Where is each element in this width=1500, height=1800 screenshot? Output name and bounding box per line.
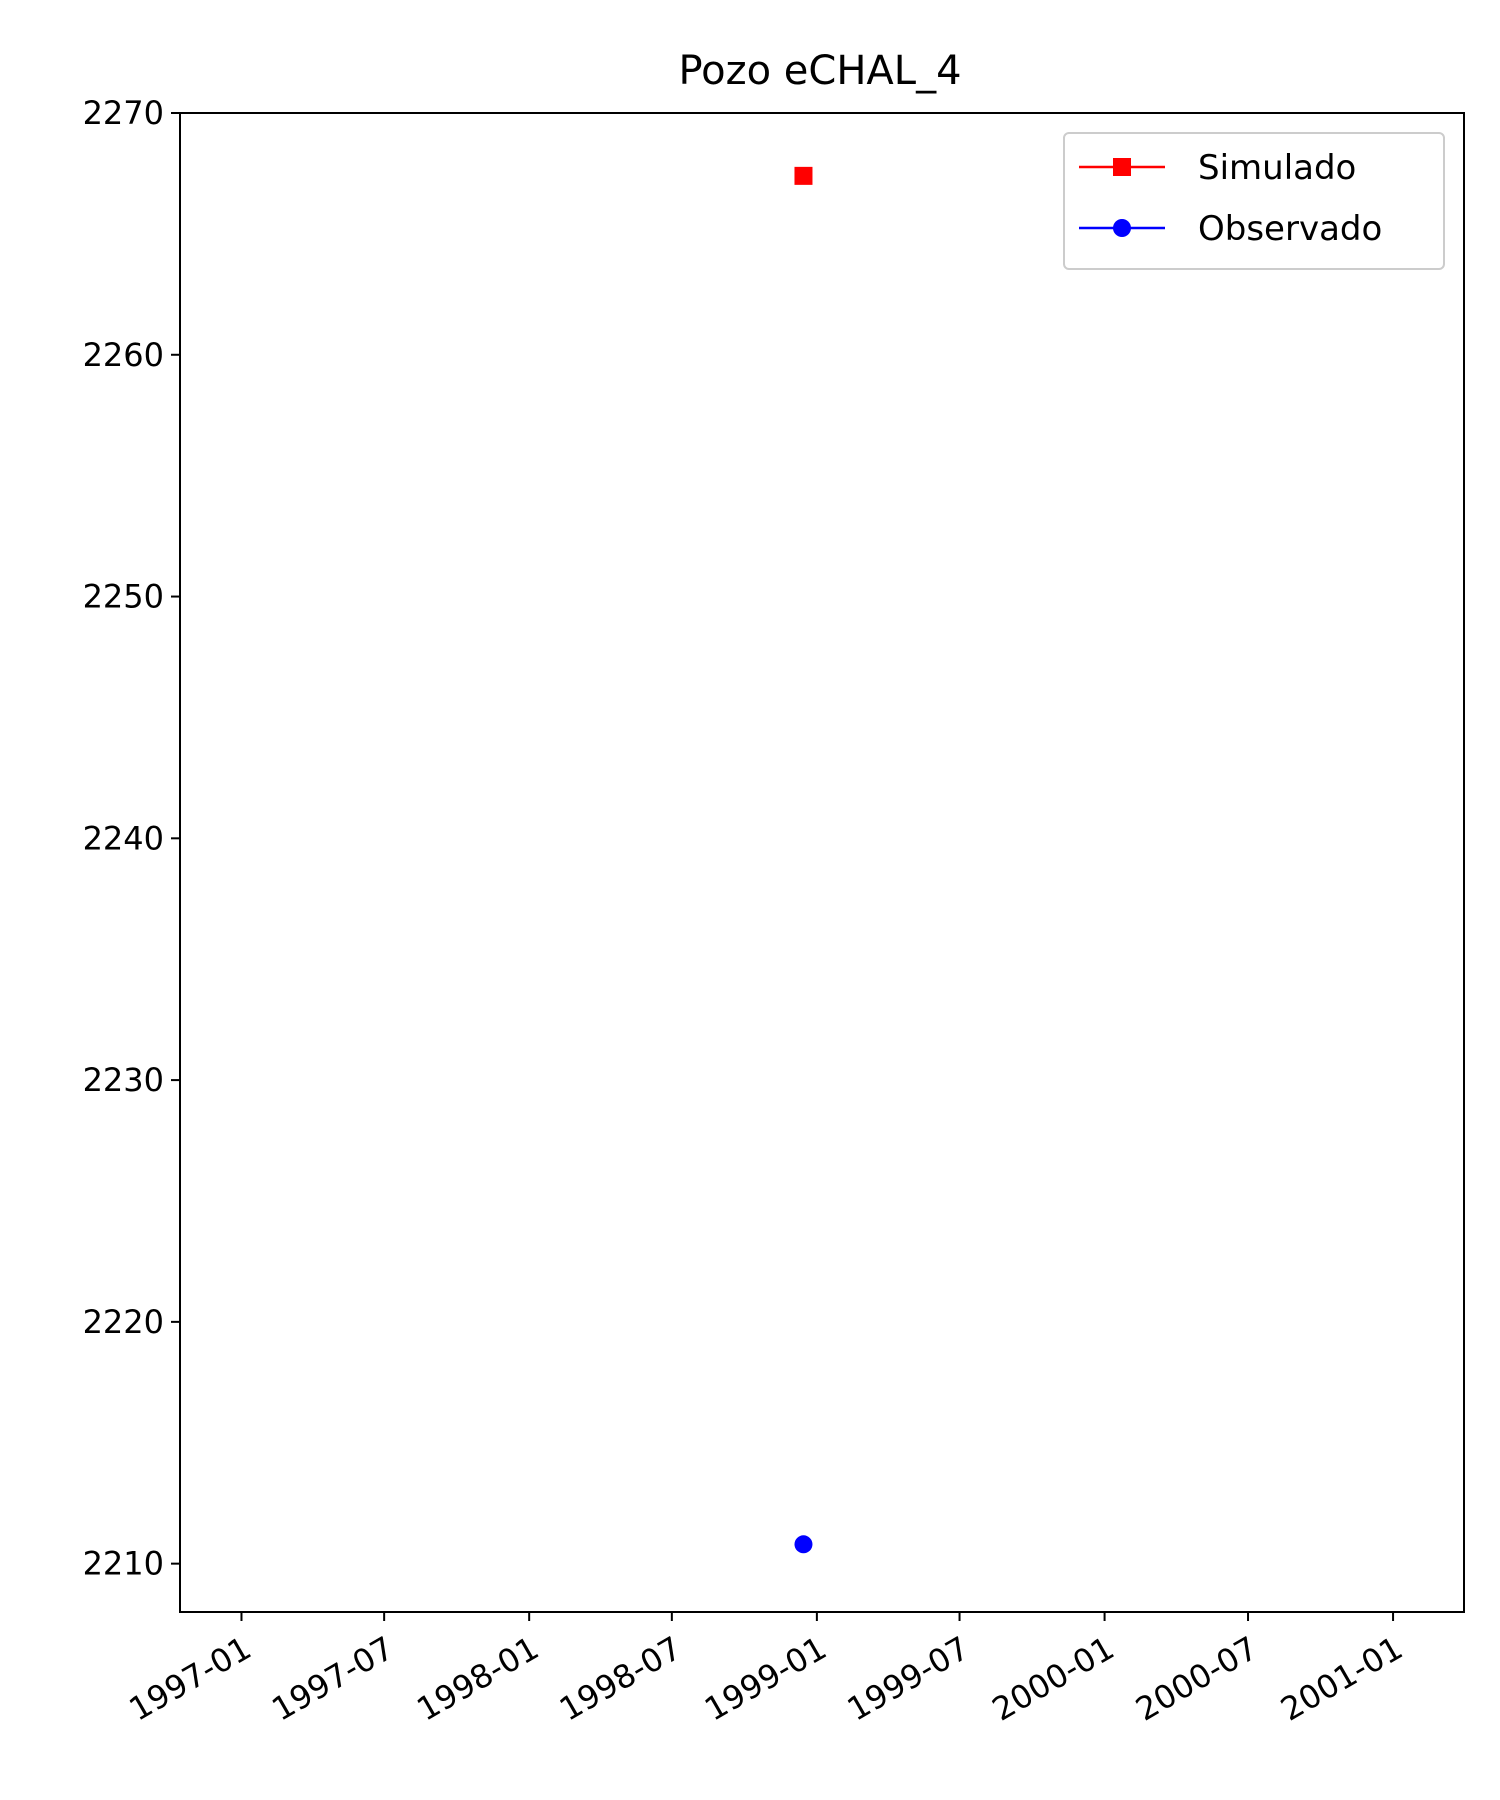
data-marks: [794, 166, 813, 1554]
plot-area: [179, 112, 1465, 1613]
x-axis: 1997-01 1997-07 1998-01 1998-07 1999-01 1999-…: [123, 1612, 1409, 1729]
x-tick-label: 1999-07: [841, 1629, 976, 1729]
x-tick-label: 2000-01: [986, 1629, 1121, 1729]
y-tick-label: 2240: [83, 819, 164, 857]
observado-point: [794, 1535, 813, 1554]
y-tick-label: 2270: [83, 94, 164, 132]
simulado-point: [794, 166, 813, 185]
legend-label: Simulado: [1198, 148, 1356, 188]
x-tick-label: 2001-01: [1274, 1629, 1409, 1729]
y-tick-label: 2260: [83, 336, 164, 374]
x-tick-label: 1999-01: [698, 1629, 833, 1729]
x-tick-label: 1998-01: [410, 1629, 545, 1729]
chart-title: Pozo eCHAL_4: [678, 48, 961, 94]
legend: Simulado Observado: [1063, 132, 1445, 270]
legend-item-observado: Observado: [1079, 209, 1382, 249]
x-tick-label: 1998-07: [553, 1629, 688, 1729]
y-tick-label: 2230: [83, 1061, 164, 1099]
legend-marker: [1113, 219, 1131, 237]
legend-marker: [1113, 158, 1131, 176]
y-tick-label: 2220: [83, 1303, 164, 1341]
legend-item-simulado: Simulado: [1079, 148, 1356, 188]
y-tick-label: 2210: [83, 1545, 164, 1583]
x-tick-label: 1997-07: [265, 1629, 400, 1729]
y-axis: 2210 2220 2230 2240 2250 2260 2270: [83, 94, 180, 1583]
x-tick-label: 1997-01: [123, 1629, 258, 1729]
y-tick-label: 2250: [83, 578, 164, 616]
x-tick-label: 2000-07: [1129, 1629, 1264, 1729]
legend-label: Observado: [1198, 209, 1382, 249]
